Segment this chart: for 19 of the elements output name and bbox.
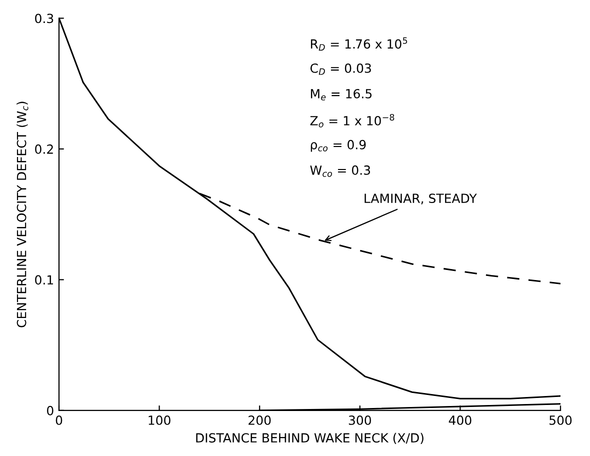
y-tick-label: 0 [47, 406, 54, 416]
y-tick-label: 0.3 [35, 14, 54, 24]
annotation: M$_{e}$ = 16.5 [310, 88, 372, 100]
annotation: R$_{D}$ = 1.76 x 10$^{5}$ [310, 37, 408, 51]
annotation: W$_{co}$ = 0.3 [310, 165, 370, 177]
annotation: Z$_{o}$ = 1 x 10$^{−8}$ [310, 114, 394, 128]
y-tick-label: 0.2 [35, 144, 53, 154]
annotation: C$_{D}$ = 0.03 [310, 63, 371, 75]
x-tick-label: 300 [348, 415, 371, 425]
x-tick-label: 200 [248, 415, 271, 425]
x-tick-label: 500 [550, 415, 572, 425]
y-tick-label: 0.1 [35, 275, 53, 285]
x-tick-label: 0 [56, 415, 62, 425]
x-axis-title: DISTANCE BEHIND WAKE NECK (X/D) [196, 432, 424, 444]
annotation: ρ$_{co}$ = 0.9 [310, 140, 366, 152]
x-tick-label: 100 [148, 415, 170, 425]
x-tick-label: 400 [448, 415, 472, 425]
y-axis-title: CENTERLINE VELOCITY DEFECT (W$_{c}$) [16, 102, 28, 328]
annotation: LAMINAR, STEADY [364, 194, 477, 204]
